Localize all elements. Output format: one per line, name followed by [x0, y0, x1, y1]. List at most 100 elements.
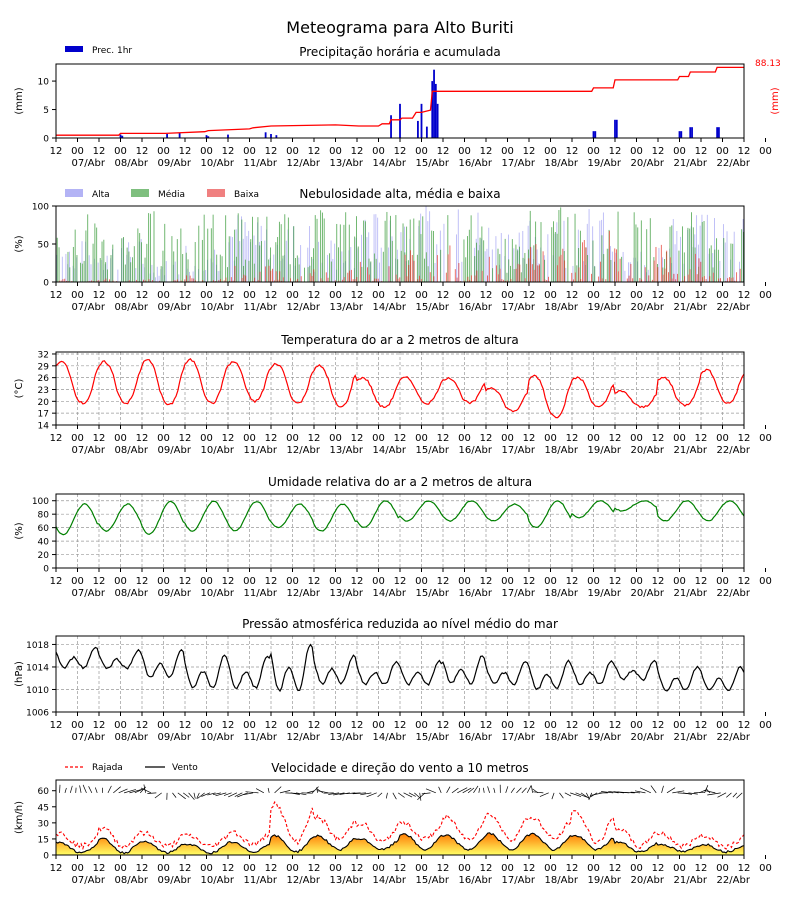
- cloud-bar-baixa: [66, 280, 67, 282]
- cloud-bar-baixa: [341, 279, 343, 282]
- x-date-label: 12/Abr: [287, 158, 321, 169]
- x-date-label: 19/Abr: [588, 732, 622, 743]
- precip-bar: [390, 115, 392, 138]
- precip-bar: [431, 81, 434, 138]
- x-tick-label: 12: [179, 146, 192, 157]
- x-tick-label: 12: [523, 146, 536, 157]
- wind-direction-arrow: [129, 789, 142, 794]
- panel-title: Pressão atmosférica reduzida ao nível mé…: [242, 617, 558, 631]
- x-date-label: 20/Abr: [631, 588, 665, 599]
- cloud-bar-baixa: [372, 280, 374, 282]
- x-date-label: 10/Abr: [201, 732, 235, 743]
- cloud-bar-media: [551, 227, 553, 282]
- cloud-bar-baixa: [546, 280, 548, 282]
- x-date-label: 20/Abr: [631, 732, 665, 743]
- x-date-label: 19/Abr: [588, 875, 622, 886]
- x-date-label: 11/Abr: [244, 445, 278, 456]
- x-tick-label: 12: [695, 433, 708, 444]
- x-date-label: 21/Abr: [674, 158, 708, 169]
- cloud-bar-alta: [699, 225, 701, 282]
- x-tick-label: 12: [93, 290, 106, 301]
- precip-bar: [227, 134, 229, 138]
- x-tick-label: 12: [695, 146, 708, 157]
- cloud-bar-media: [637, 227, 639, 282]
- cloud-bar-media: [201, 239, 203, 282]
- y-axis-label: (%): [14, 235, 25, 252]
- cloud-bar-baixa: [350, 269, 352, 282]
- cloud-bar-media: [176, 239, 178, 282]
- cloud-bar-media: [250, 239, 252, 282]
- cloud-bar-media: [497, 248, 499, 282]
- x-tick-label: 00: [372, 433, 385, 444]
- y-tick-label: 17: [38, 410, 49, 420]
- cloud-bar-baixa: [648, 275, 650, 282]
- cloud-bar-baixa: [447, 254, 449, 282]
- x-tick-label: 00: [458, 290, 471, 301]
- x-tick-label: 12: [523, 576, 536, 587]
- cloud-bar-media: [621, 256, 623, 282]
- legend-label-cloud: Baixa: [234, 190, 259, 200]
- x-date-label: 20/Abr: [631, 875, 665, 886]
- cloud-bar-alta: [106, 255, 108, 282]
- cloud-bar-baixa: [698, 258, 700, 282]
- legend-label-prec: Prec. 1hr: [92, 46, 132, 56]
- x-date-label: 12/Abr: [287, 445, 321, 456]
- x-tick-label: 00: [372, 720, 385, 731]
- figure-title: Meteograma para Alto Buriti: [286, 18, 513, 37]
- cloud-bar-media: [691, 212, 692, 282]
- wind-direction-arrow: [177, 792, 186, 800]
- cloud-bar-baixa: [467, 276, 469, 282]
- accumulated-line: [56, 66, 744, 136]
- cloud-bar-media: [406, 226, 408, 282]
- y-tick-label: 5: [43, 106, 49, 116]
- cloud-bar-media: [207, 228, 209, 282]
- cloud-bar-media: [416, 254, 418, 282]
- cloud-bar-baixa: [605, 279, 607, 282]
- y-tick-label: 20: [38, 551, 50, 561]
- wind-direction-arrow: [296, 792, 307, 796]
- x-tick-label: 12: [394, 576, 407, 587]
- wind-direction-arrow: [425, 788, 436, 794]
- cloud-bar-media: [343, 224, 345, 282]
- cloud-bar-alta: [706, 214, 708, 282]
- cloud-bar-media: [139, 233, 141, 282]
- cloud-bar-media: [391, 240, 393, 282]
- wind-direction-arrow: [516, 787, 522, 794]
- x-tick-label: 12: [308, 433, 321, 444]
- cloud-bar-media: [87, 214, 89, 282]
- y-tick-label: 20: [38, 398, 50, 408]
- cloud-bar-alta: [522, 230, 524, 282]
- cloud-bar-media: [94, 223, 96, 282]
- precip-bar: [205, 135, 208, 138]
- cloud-bar-baixa: [243, 274, 245, 282]
- x-date-label: 15/Abr: [416, 875, 450, 886]
- wind-direction-arrow: [311, 786, 319, 794]
- cloud-bar-media: [227, 267, 228, 282]
- cloud-bar-baixa: [98, 280, 100, 282]
- cloud-bar-media: [234, 229, 236, 282]
- cloud-bar-media: [105, 262, 107, 282]
- wind-direction-arrow: [316, 787, 318, 793]
- cloud-bar-baixa: [220, 279, 222, 282]
- x-tick-label: 12: [222, 433, 235, 444]
- cloud-bar-baixa: [517, 263, 519, 282]
- cloud-bar-media: [361, 266, 363, 282]
- cloud-bar-alta: [142, 263, 144, 282]
- legend-label-cloud: Alta: [92, 190, 110, 200]
- cloud-bar-baixa: [537, 265, 539, 282]
- cloud-bar-media: [221, 256, 223, 282]
- cloud-bar-baixa: [664, 268, 666, 282]
- cloud-bar-baixa: [445, 272, 447, 282]
- x-tick-label: 00: [630, 863, 643, 874]
- cloud-bar-baixa: [732, 277, 734, 282]
- cloud-bar-media: [92, 243, 94, 282]
- legend-swatch-prec: [65, 46, 83, 52]
- wind-direction-arrow: [113, 786, 121, 794]
- x-tick-label: 12: [437, 290, 450, 301]
- cloud-bar-baixa: [703, 276, 705, 282]
- x-date-label: 07/Abr: [72, 588, 106, 599]
- cloud-bar-media: [244, 259, 246, 282]
- cloud-bar-alta: [672, 219, 674, 282]
- plot-frame: [55, 779, 745, 856]
- x-date-label: 20/Abr: [631, 158, 665, 169]
